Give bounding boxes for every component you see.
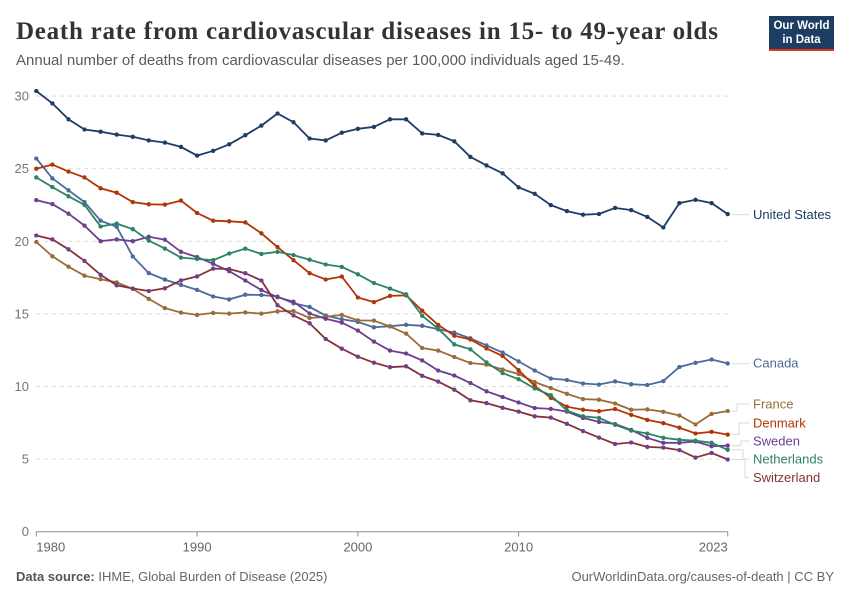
svg-text:10: 10 xyxy=(15,379,29,394)
svg-text:5: 5 xyxy=(22,452,29,467)
svg-text:Switzerland: Switzerland xyxy=(753,470,820,485)
svg-text:1990: 1990 xyxy=(183,540,212,555)
svg-text:Sweden: Sweden xyxy=(753,434,800,449)
svg-text:Denmark: Denmark xyxy=(753,416,806,431)
svg-text:1980: 1980 xyxy=(36,540,65,555)
svg-text:2010: 2010 xyxy=(504,540,533,555)
svg-text:France: France xyxy=(753,397,793,412)
svg-text:25: 25 xyxy=(15,161,29,176)
svg-text:2000: 2000 xyxy=(343,540,372,555)
svg-text:0: 0 xyxy=(22,524,29,539)
svg-text:2023: 2023 xyxy=(699,540,728,555)
svg-text:Canada: Canada xyxy=(753,356,799,371)
svg-text:15: 15 xyxy=(15,306,29,321)
svg-text:United States: United States xyxy=(753,207,832,222)
svg-text:Netherlands: Netherlands xyxy=(753,452,824,467)
svg-text:30: 30 xyxy=(15,89,29,104)
svg-text:20: 20 xyxy=(15,234,29,249)
